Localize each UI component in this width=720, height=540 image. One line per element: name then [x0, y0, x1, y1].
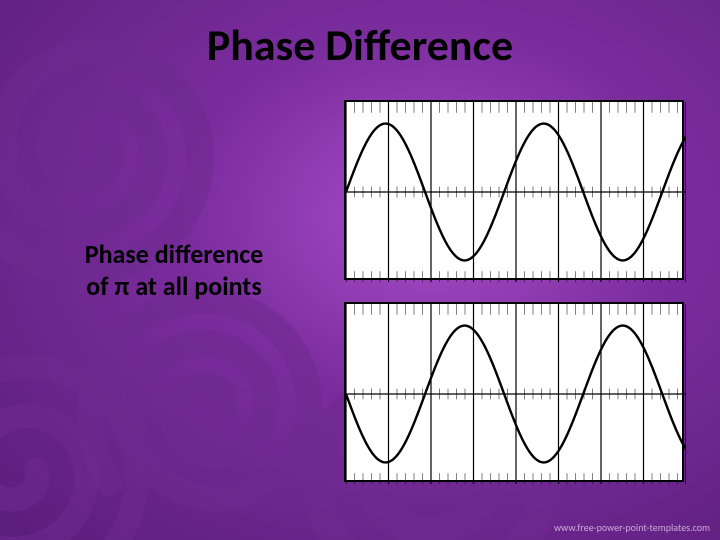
title-text: Phase Difference [207, 18, 513, 72]
wave-chart-top [344, 100, 684, 280]
subtitle-line2: of π at all points [44, 270, 304, 302]
charts-container [344, 100, 684, 482]
wave-svg-bottom [346, 304, 686, 484]
footer-credit: www.free-power-point-templates.com [554, 521, 710, 534]
subtitle: Phase difference of π at all points [44, 238, 304, 302]
page-title: Phase Difference [0, 18, 720, 72]
wave-chart-bottom [344, 302, 684, 482]
wave-svg-top [346, 102, 686, 282]
subtitle-line1: Phase difference [44, 238, 304, 270]
